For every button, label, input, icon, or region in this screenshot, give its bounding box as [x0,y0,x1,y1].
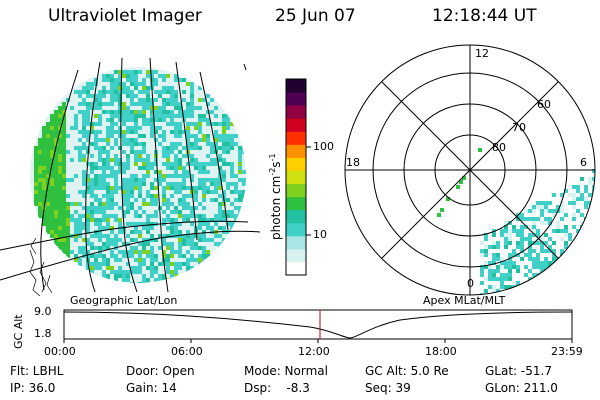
lat-label-60: 60 [537,98,551,111]
info-flt: Flt: LBHL [10,364,64,378]
mlt-label-6: 6 [580,156,587,169]
lat-label-70: 70 [512,121,526,134]
info-door: Door: Open [126,364,195,378]
altitude-xtick: 00:00 [44,345,76,358]
polar-panel-label: Apex MLat/MLT [423,294,506,307]
time-label: 12:18:44 UT [432,6,537,26]
geo-panel-label: Geographic Lat/Lon [70,294,178,307]
date-label: 25 Jun 07 [275,6,356,26]
colorbar-label-100: 100 [313,140,334,153]
info-mode: Mode: Normal [244,364,328,378]
coastline [29,237,53,297]
altitude-xtick: 23:59 [551,345,583,358]
altitude-ytick-max: 9.0 [34,305,52,318]
mlt-label-12: 12 [475,47,489,60]
colorbar [285,78,311,276]
geo-speckle-field [30,67,246,283]
info-seq: Seq: 39 [365,381,411,395]
info-dsp: Dsp: -8.3 [244,381,310,395]
info-gc-alt: GC Alt: 5.0 Re [365,364,449,378]
info-ip: IP: 36.0 [10,381,56,395]
altitude-xtick: 12:00 [298,345,330,358]
polar-plot [344,44,596,296]
altitude-x-ticks [63,339,573,343]
altitude-ytick-min: 1.8 [34,327,52,340]
altitude-curve [63,311,573,339]
altitude-ylabel: GC Alt [12,314,25,349]
mlt-label-18: 18 [346,156,360,169]
altitude-xtick: 18:00 [425,345,457,358]
mlt-label-0: 0 [467,277,474,290]
info-glon: GLon: 211.0 [485,381,558,395]
info-glat: GLat: -51.7 [485,364,552,378]
geo-image [0,57,260,297]
polar-grid [344,44,596,296]
colorbar-label-10: 10 [313,228,327,241]
info-gain: Gain: 14 [126,381,177,395]
altitude-xtick: 06:00 [171,345,203,358]
colorbar-unit-label: photon cm-2s-1 [268,153,283,240]
colorbar-swatches [286,79,306,276]
altitude-plot [63,309,573,343]
lat-label-80: 80 [492,141,506,154]
instrument-title: Ultraviolet Imager [48,6,202,26]
geo-grid [0,57,260,293]
polar-speckle-field [437,148,595,295]
